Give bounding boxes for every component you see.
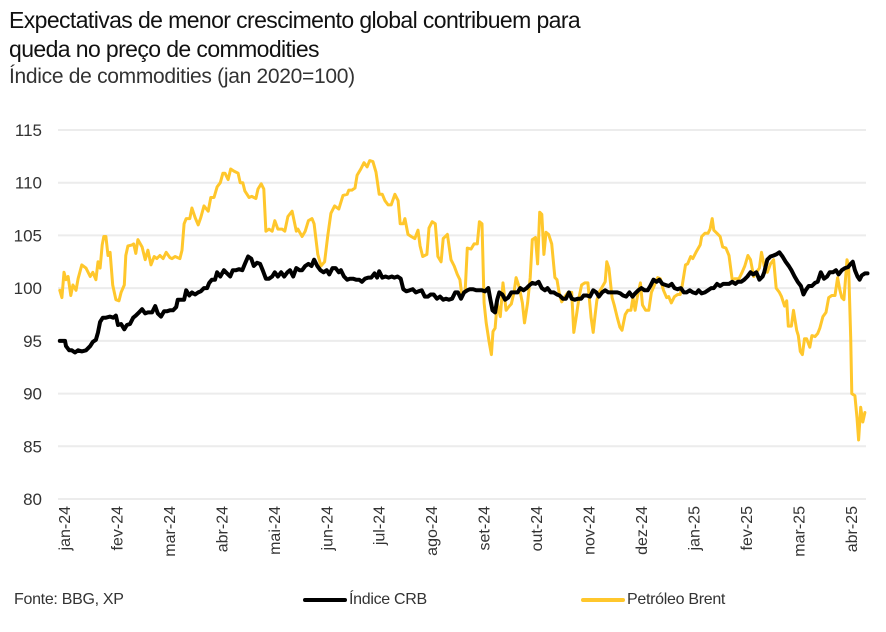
legend-item-brent: Petróleo Brent xyxy=(581,591,725,609)
y-tick-label: 110 xyxy=(15,174,42,193)
series-lines xyxy=(57,159,870,442)
gridlines xyxy=(58,129,866,500)
source-note: Fonte: BBG, XP xyxy=(14,591,124,608)
y-tick-label: 80 xyxy=(23,490,42,509)
series-line-indice-crb xyxy=(57,250,870,355)
x-tick-label: fev-24 xyxy=(109,506,126,551)
legend-item-crb: Índice CRB xyxy=(303,591,427,609)
y-tick-label: 100 xyxy=(14,279,42,298)
y-axis-ticks: 80 85 90 95 100 105 110 115 xyxy=(14,121,42,509)
x-tick-label: jan-25 xyxy=(686,506,703,552)
y-tick-label: 95 xyxy=(23,332,42,351)
chart-title: Expectativas de menor crescimento global… xyxy=(9,7,581,62)
x-tick-label: jul-24 xyxy=(372,506,389,546)
x-tick-label: fev-25 xyxy=(739,506,756,551)
x-tick-label: mar-24 xyxy=(162,506,179,557)
series-line-petroleo-brent xyxy=(58,159,867,442)
legend-swatch-crb xyxy=(303,598,347,602)
x-axis-ticks: jan-24 fev-24 mar-24 abr-24 mai-24 jun-24 jul-… xyxy=(57,506,861,557)
y-tick-label: 90 xyxy=(23,385,42,404)
x-tick-label: set-24 xyxy=(477,506,494,551)
legend-label-crb: Índice CRB xyxy=(349,591,427,608)
x-tick-label: out-24 xyxy=(529,506,546,551)
x-tick-label: mai-24 xyxy=(267,506,284,555)
x-tick-label: mar-25 xyxy=(791,506,808,557)
x-tick-label: dez-24 xyxy=(634,506,651,555)
chart-subtitle: Índice de commodities (jan 2020=100) xyxy=(9,65,355,88)
y-tick-label: 115 xyxy=(15,121,42,140)
y-tick-label: 85 xyxy=(23,437,42,456)
y-tick-label: 105 xyxy=(14,226,42,245)
legend-label-brent: Petróleo Brent xyxy=(627,591,726,608)
x-tick-label: jun-24 xyxy=(319,506,336,552)
x-tick-label: nov-24 xyxy=(582,506,599,555)
legend-swatch-brent xyxy=(581,598,625,602)
x-tick-label: ago-24 xyxy=(424,506,441,556)
x-tick-label: jan-24 xyxy=(57,506,74,552)
x-tick-label: abr-24 xyxy=(214,506,231,552)
x-tick-label: abr-25 xyxy=(844,506,861,552)
